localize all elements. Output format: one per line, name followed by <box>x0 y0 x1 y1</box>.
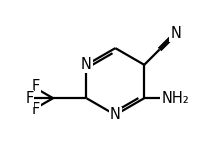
Text: F: F <box>32 79 40 94</box>
Text: NH₂: NH₂ <box>161 91 189 106</box>
Text: F: F <box>25 91 33 106</box>
Text: N: N <box>81 57 92 72</box>
Text: N: N <box>170 27 181 42</box>
Text: N: N <box>110 107 121 122</box>
Text: F: F <box>32 102 40 117</box>
